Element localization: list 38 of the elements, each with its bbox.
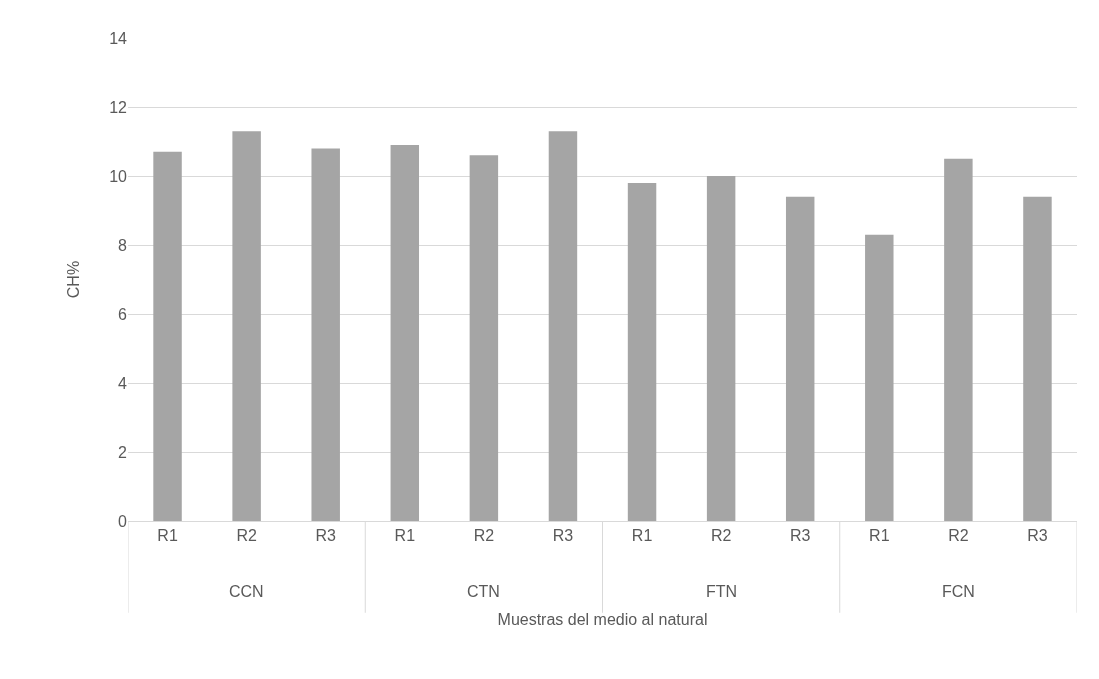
bar [785,196,815,521]
x-tick-label: R3 [552,527,574,545]
bar [865,234,894,521]
bar [390,144,420,521]
y-tick-label: 2 [118,443,128,461]
text: FCN [942,583,975,600]
y-tick-label: 14 [109,29,128,47]
x-tick-label: R2 [948,527,969,545]
bar [232,131,261,521]
x-tick-label: R3 [315,527,337,545]
bar [469,155,499,521]
x-tick-label: R2 [236,527,257,545]
text: CTN [467,583,500,600]
text: CCN [229,583,264,600]
bar [153,151,182,521]
text: FTN [706,583,738,600]
bar [311,148,340,521]
x-tick-label: R2 [473,527,495,545]
y-tick-label: 6 [118,305,128,323]
bar [706,176,736,521]
y-tick-label: 0 [118,512,128,530]
x-tick-label: R1 [157,527,178,545]
bar [1023,196,1052,521]
y-tick-label: 8 [118,236,128,254]
x-tick-label: R3 [789,527,811,545]
y-axis-title: CH% [65,260,83,299]
x-tick-label: R1 [869,527,890,545]
bar [944,158,973,521]
x-axis-title: Muestras del medio al natural [497,610,708,628]
y-tick-label: 4 [118,374,128,392]
x-tick-label: R3 [1027,527,1048,545]
x-tick-label: R1 [394,527,416,545]
y-tick-label: 10 [109,167,128,185]
bar [627,182,657,521]
y-tick-label: 12 [109,98,128,116]
x-tick-label: R1 [631,527,653,545]
bar [548,131,578,521]
x-tick-label: R2 [710,527,732,545]
